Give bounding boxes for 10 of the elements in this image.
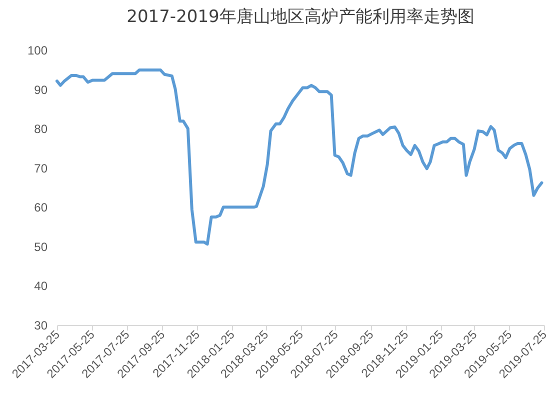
y-tick-label: 80 bbox=[34, 122, 48, 136]
y-tick-label: 60 bbox=[34, 200, 48, 215]
y-tick-label: 50 bbox=[34, 240, 48, 254]
y-tick-label: 70 bbox=[34, 161, 48, 176]
y-tick-label: 100 bbox=[27, 44, 48, 58]
y-tick-label: 30 bbox=[34, 318, 48, 332]
chart-title: 2017-2019年唐山地区高炉产能利用率走势图 bbox=[126, 7, 474, 27]
y-tick-label: 90 bbox=[34, 82, 48, 97]
line-series bbox=[56, 68, 544, 246]
y-tick-label: 40 bbox=[34, 279, 48, 294]
